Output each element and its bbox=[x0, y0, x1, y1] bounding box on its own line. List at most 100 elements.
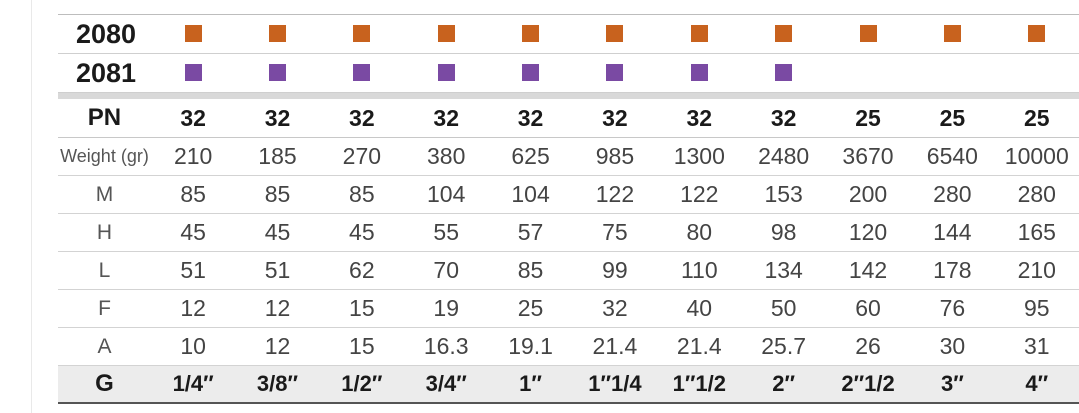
model-availability-cell bbox=[910, 53, 995, 93]
spec-row-l: L 51 51 62 70 85 99 110 134 142 178 210 bbox=[58, 251, 1079, 290]
availability-square-icon bbox=[775, 25, 793, 43]
spec-sheet: 2080 2081 PN 32 32 32 32 32 32 32 32 25 25 25 Weight (… bbox=[58, 14, 1079, 404]
table-cell: 60 bbox=[825, 289, 911, 328]
size-cell: 1/2″ bbox=[319, 365, 405, 404]
table-cell: 26 bbox=[825, 327, 911, 366]
model-availability-cell bbox=[319, 14, 405, 54]
table-cell: 210 bbox=[150, 137, 236, 176]
table-cell: 21.4 bbox=[572, 327, 658, 366]
table-cell: 10000 bbox=[994, 137, 1079, 176]
model-availability-cell bbox=[488, 53, 573, 93]
model-availability-cell bbox=[319, 53, 405, 93]
table-cell: 62 bbox=[319, 251, 405, 290]
table-cell: 200 bbox=[825, 175, 911, 214]
model-availability-cell bbox=[741, 53, 826, 93]
table-cell: 85 bbox=[235, 175, 320, 214]
table-cell: 15 bbox=[319, 289, 405, 328]
table-cell: 12 bbox=[235, 289, 320, 328]
row-label: M bbox=[58, 175, 151, 214]
table-cell: 280 bbox=[910, 175, 995, 214]
table-cell: 85 bbox=[150, 175, 236, 214]
size-cell: 4″ bbox=[994, 365, 1079, 404]
model-availability-cell bbox=[404, 14, 489, 54]
availability-square-icon bbox=[437, 25, 455, 43]
table-cell: 51 bbox=[150, 251, 236, 290]
spec-row-a: A 10 12 15 16.3 19.1 21.4 21.4 25.7 26 30 31 bbox=[58, 327, 1079, 366]
table-cell: 57 bbox=[488, 213, 573, 252]
table-cell: 32 bbox=[572, 289, 658, 328]
table-cell: 50 bbox=[741, 289, 826, 328]
availability-square-icon bbox=[522, 64, 540, 82]
model-availability-cell bbox=[741, 14, 826, 54]
table-cell: 95 bbox=[994, 289, 1079, 328]
model-availability-cell bbox=[150, 14, 236, 54]
table-cell: 104 bbox=[404, 175, 489, 214]
table-cell: 45 bbox=[319, 213, 405, 252]
table-cell: 45 bbox=[235, 213, 320, 252]
row-label: PN bbox=[58, 99, 151, 138]
row-label: F bbox=[58, 289, 151, 328]
model-availability-cell bbox=[994, 14, 1079, 54]
table-cell: 12 bbox=[235, 327, 320, 366]
availability-square-icon bbox=[859, 25, 877, 43]
table-cell: 98 bbox=[741, 213, 826, 252]
table-cell: 12 bbox=[150, 289, 236, 328]
table-cell: 19 bbox=[404, 289, 489, 328]
row-label: G bbox=[58, 365, 151, 404]
table-cell: 32 bbox=[741, 99, 826, 138]
table-cell: 32 bbox=[488, 99, 573, 138]
size-cell: 3″ bbox=[910, 365, 995, 404]
availability-square-icon bbox=[437, 64, 455, 82]
table-cell: 153 bbox=[741, 175, 826, 214]
table-cell: 32 bbox=[235, 99, 320, 138]
table-cell: 32 bbox=[657, 99, 742, 138]
size-cell: 1″ bbox=[488, 365, 573, 404]
size-cell: 1″1/2 bbox=[657, 365, 742, 404]
table-cell: 25.7 bbox=[741, 327, 826, 366]
model-availability-cell bbox=[572, 53, 658, 93]
model-availability-cell bbox=[404, 53, 489, 93]
model-availability-cell bbox=[825, 14, 911, 54]
table-cell: 21.4 bbox=[657, 327, 742, 366]
model-label: 2080 bbox=[58, 14, 151, 54]
model-availability-cell bbox=[657, 53, 742, 93]
table-cell: 85 bbox=[319, 175, 405, 214]
size-cell: 2″ bbox=[741, 365, 826, 404]
availability-square-icon bbox=[268, 64, 286, 82]
table-cell: 85 bbox=[488, 251, 573, 290]
availability-square-icon bbox=[690, 64, 708, 82]
availability-square-icon bbox=[184, 64, 202, 82]
table-cell: 178 bbox=[910, 251, 995, 290]
table-cell: 3670 bbox=[825, 137, 911, 176]
table-cell: 40 bbox=[657, 289, 742, 328]
model-availability-cell bbox=[825, 53, 911, 93]
model-availability-cell bbox=[994, 53, 1079, 93]
spec-row-pn: PN 32 32 32 32 32 32 32 32 25 25 25 bbox=[58, 99, 1079, 138]
availability-square-icon bbox=[184, 25, 202, 43]
table-cell: 625 bbox=[488, 137, 573, 176]
model-availability-cell bbox=[572, 14, 658, 54]
table-cell: 32 bbox=[150, 99, 236, 138]
table-cell: 985 bbox=[572, 137, 658, 176]
table-cell: 25 bbox=[825, 99, 911, 138]
table-cell: 2480 bbox=[741, 137, 826, 176]
table-cell: 142 bbox=[825, 251, 911, 290]
row-label: A bbox=[58, 327, 151, 366]
table-body: 2080 2081 PN 32 32 32 32 32 32 32 32 25 25 25 Weight (… bbox=[58, 14, 1079, 404]
separator-band bbox=[58, 92, 1079, 99]
table-cell: 144 bbox=[910, 213, 995, 252]
model-row-2081: 2081 bbox=[58, 53, 1079, 93]
table-cell: 380 bbox=[404, 137, 489, 176]
dimensions-table: 2080 2081 PN 32 32 32 32 32 32 32 32 25 25 25 Weight (… bbox=[58, 14, 1079, 404]
availability-square-icon bbox=[1028, 25, 1046, 43]
spec-row-f: F 12 12 15 19 25 32 40 50 60 76 95 bbox=[58, 289, 1079, 328]
table-cell: 51 bbox=[235, 251, 320, 290]
table-cell: 19.1 bbox=[488, 327, 573, 366]
table-cell: 122 bbox=[657, 175, 742, 214]
table-cell: 45 bbox=[150, 213, 236, 252]
model-availability-cell bbox=[910, 14, 995, 54]
model-availability-cell bbox=[150, 53, 236, 93]
row-label: Weight (gr) bbox=[58, 137, 151, 176]
model-availability-cell bbox=[235, 53, 320, 93]
table-cell: 134 bbox=[741, 251, 826, 290]
